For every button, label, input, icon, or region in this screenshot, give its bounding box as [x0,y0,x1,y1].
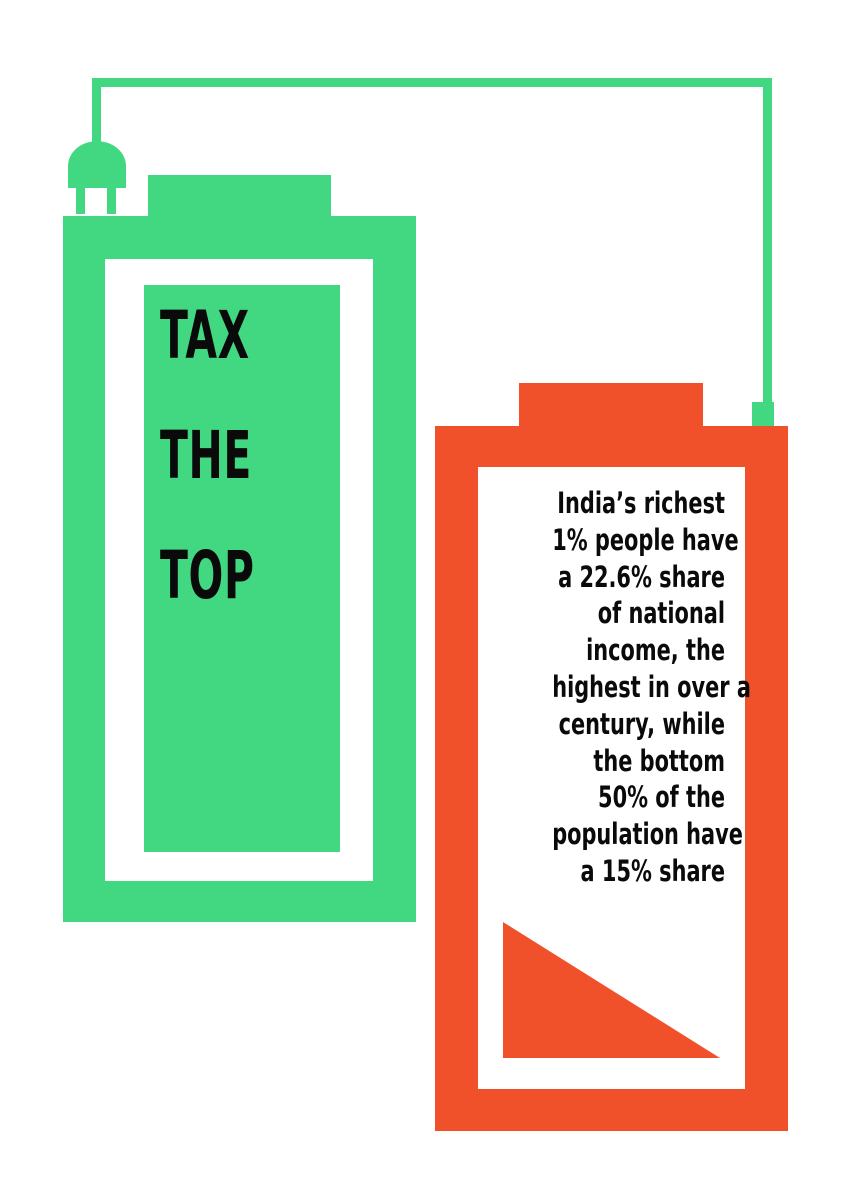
title-line-2: THE [160,417,252,494]
title-line-3: TOP [160,537,255,614]
orange-battery-charge-wedge [503,922,720,1058]
stat-line-10: population have [552,817,743,852]
stat-line-7: century, while [558,706,725,741]
stat-line-5: income, the [586,633,725,668]
cord-left-vertical [92,78,101,150]
green-battery-charge [144,285,340,852]
green-battery-inner [105,259,373,881]
cord-right-vertical [763,78,772,408]
orange-battery-terminal [519,383,703,428]
stat-line-1: India’s richest [557,486,725,520]
stat-line-2: 1% people have [552,522,739,557]
stat-line-6: highest in over a [552,669,751,704]
plug-icon [68,136,126,214]
stat-line-11: a 15% share [580,853,725,888]
green-battery-terminal [148,175,331,217]
stat-line-3: a 22.6% share [558,559,725,594]
stat-line-8: the bottom [593,743,725,778]
title-line-1: TAX [160,297,250,374]
cord-connector [752,402,774,428]
stat-text: India’s richest 1% people have a 22.6% s… [485,485,751,890]
stat-line-9: 50% of the [598,780,725,815]
green-battery-body [63,216,416,922]
cord-top-horizontal [92,78,772,87]
stat-line-4: of national [597,596,725,631]
